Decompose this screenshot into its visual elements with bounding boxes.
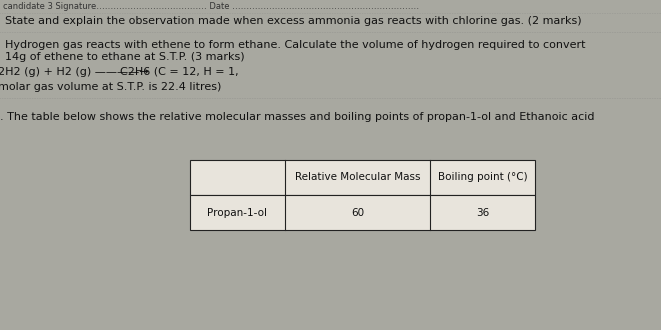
- Text: 14g of ethene to ethane at S.T.P. (3 marks): 14g of ethene to ethane at S.T.P. (3 mar…: [5, 52, 245, 62]
- Text: . The table below shows the relative molecular masses and boiling points of prop: . The table below shows the relative mol…: [0, 112, 594, 122]
- Text: 36: 36: [476, 208, 489, 217]
- Bar: [190, 160, 535, 195]
- Text: Boiling point (°C): Boiling point (°C): [438, 173, 527, 182]
- Text: molar gas volume at S.T.P. is 22.4 litres): molar gas volume at S.T.P. is 22.4 litre…: [0, 82, 221, 92]
- Bar: [190, 195, 535, 230]
- Text: 2H2 (g) + H2 (g) ————→: 2H2 (g) + H2 (g) ————→: [0, 67, 149, 77]
- Text: Propan-1-ol: Propan-1-ol: [208, 208, 268, 217]
- Text: 60: 60: [351, 208, 364, 217]
- Text: Hydrogen gas reacts with ethene to form ethane. Calculate the volume of hydrogen: Hydrogen gas reacts with ethene to form …: [5, 40, 586, 50]
- Text: State and explain the observation made when excess ammonia gas reacts with chlor: State and explain the observation made w…: [5, 16, 582, 26]
- Text: C2H6 (C = 12, H = 1,: C2H6 (C = 12, H = 1,: [120, 67, 239, 77]
- Text: Relative Molecular Mass: Relative Molecular Mass: [295, 173, 420, 182]
- Text: candidate 3 Signature………………………………… Date …………………………………………………………: candidate 3 Signature………………………………… Date …: [3, 2, 419, 11]
